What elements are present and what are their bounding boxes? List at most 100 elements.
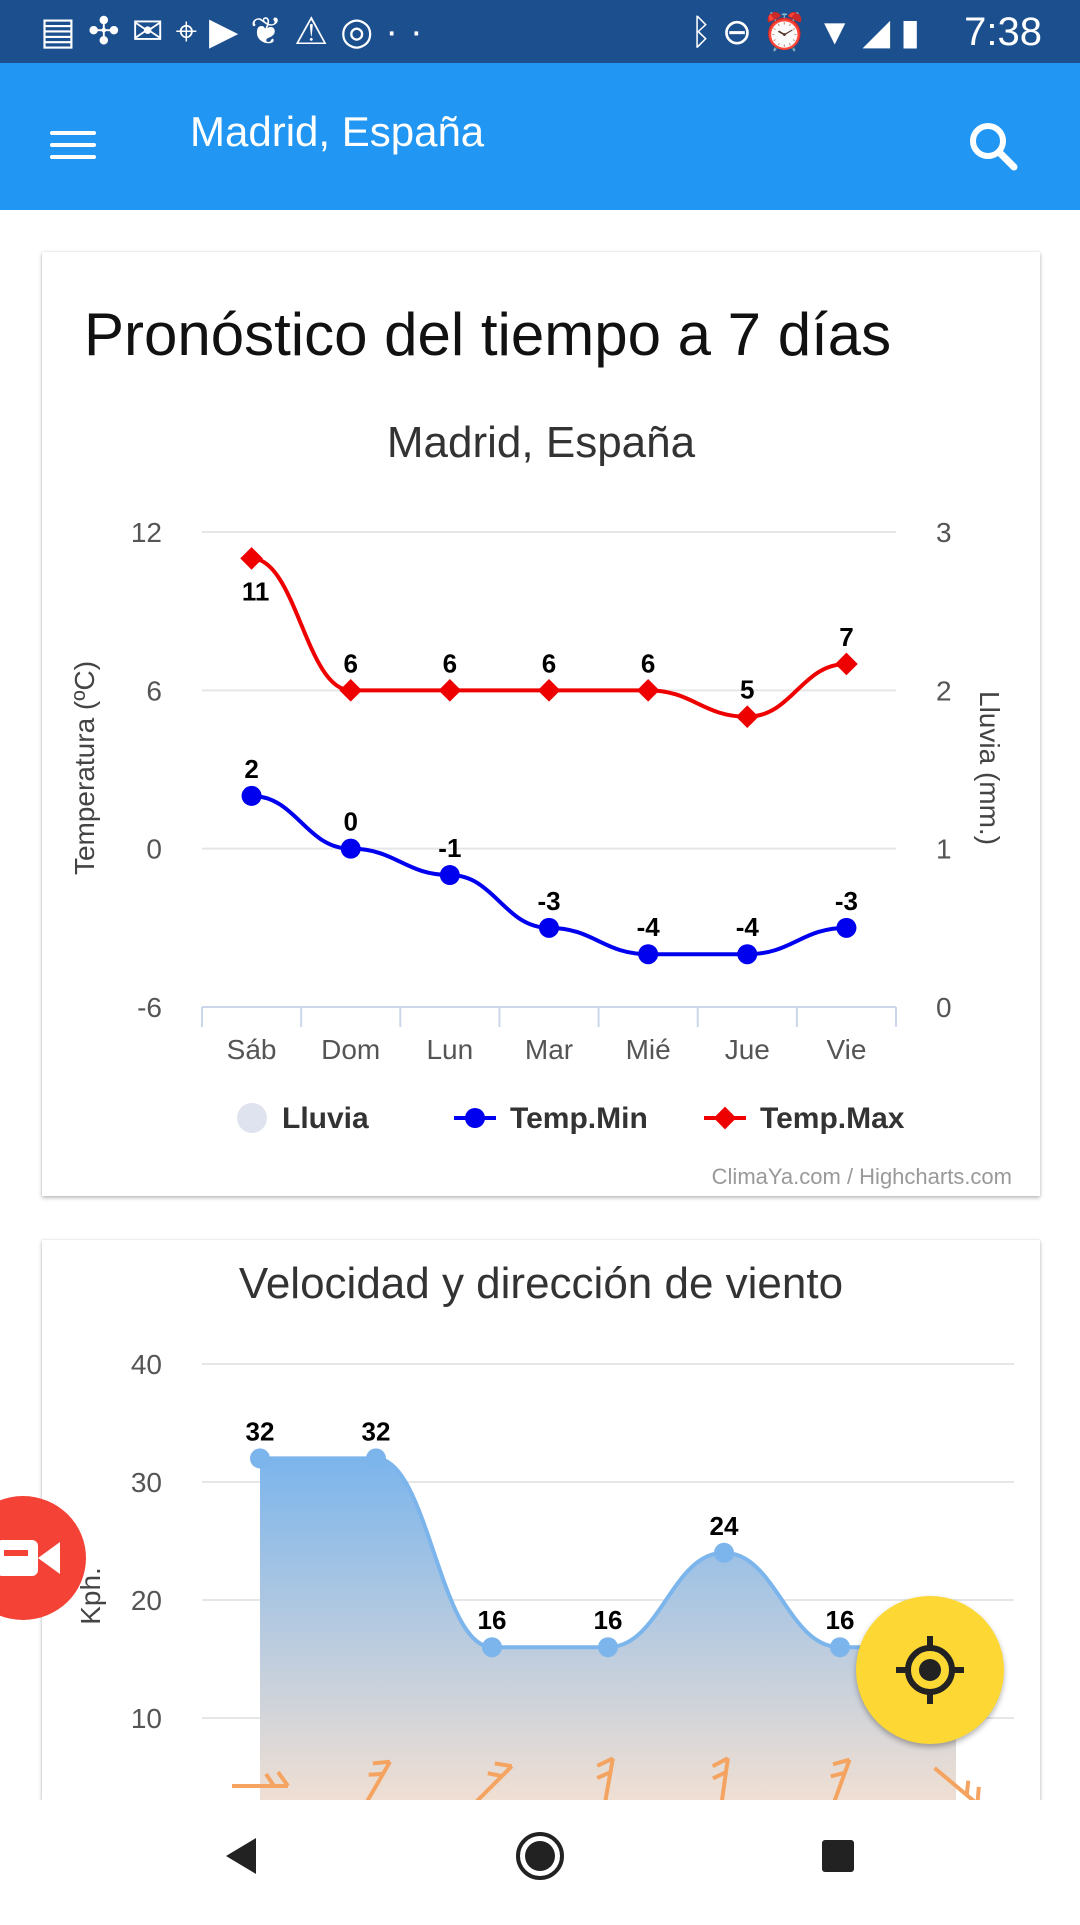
battery-icon: ▮ xyxy=(900,11,930,52)
legend-item-temp-max[interactable]: Temp.Max xyxy=(704,1102,905,1135)
data-label: 7 xyxy=(839,622,853,652)
recents-button[interactable] xyxy=(822,1840,854,1872)
wind-barb xyxy=(933,1766,981,1800)
y-tick-label: 40 xyxy=(131,1349,162,1380)
chart-title: Madrid, España xyxy=(387,418,696,467)
legend-label: Temp.Min xyxy=(510,1102,648,1135)
legend-label: Lluvia xyxy=(282,1102,369,1135)
data-label: 11 xyxy=(242,576,269,606)
wind-chart: Velocidad y dirección de viento 40 30 20 10… xyxy=(75,1259,1014,1800)
wind-barb xyxy=(828,1757,852,1800)
data-point[interactable] xyxy=(598,1637,618,1658)
data-point[interactable] xyxy=(439,865,460,886)
wind-barb xyxy=(470,1761,514,1800)
data-point[interactable] xyxy=(366,1448,386,1469)
app-title: Madrid, España xyxy=(190,108,485,155)
signal-icon: ◢ xyxy=(862,11,901,52)
y-tick-label: 10 xyxy=(131,1703,162,1734)
y-right-tick-label: 3 xyxy=(936,517,952,548)
system-icons: ᛒ⊖⏰▼◢▮ xyxy=(690,8,930,56)
menu-icon xyxy=(50,131,96,135)
home-icon-inner xyxy=(525,1841,555,1871)
data-label: -4 xyxy=(637,912,661,942)
do-not-disturb-icon: ⊖ xyxy=(721,11,763,52)
data-point[interactable] xyxy=(830,1637,850,1658)
menu-icon-bar xyxy=(50,143,96,147)
y-right-tick-label: 1 xyxy=(936,834,952,865)
wind-barb xyxy=(596,1756,615,1800)
more-dots-icon: ·· xyxy=(385,11,435,53)
data-point[interactable] xyxy=(737,944,758,965)
data-label: 5 xyxy=(740,675,754,705)
data-point[interactable] xyxy=(537,679,561,702)
status-bar: ▤✣✉⌖▶❦⚠◎·· ᛒ⊖⏰▼◢▮ 7:38 xyxy=(0,0,1080,63)
y-axis-left-label: Temperatura (ºC) xyxy=(69,661,100,875)
data-label: 32 xyxy=(362,1416,391,1446)
my-location-button[interactable] xyxy=(856,1596,1004,1744)
data-label: 32 xyxy=(246,1416,275,1446)
video-record-button[interactable] xyxy=(0,1496,86,1620)
data-label: -1 xyxy=(438,833,461,863)
data-point[interactable] xyxy=(714,1542,734,1563)
chart-credit[interactable]: ClimaYa.com / Highcharts.com xyxy=(712,1164,1012,1189)
bluetooth-icon: ᛒ xyxy=(690,11,722,52)
data-point[interactable] xyxy=(241,785,262,806)
data-label: -3 xyxy=(835,886,858,916)
maps-icon: ⌖ xyxy=(175,11,209,53)
data-point[interactable] xyxy=(240,547,263,570)
data-point[interactable] xyxy=(539,917,559,938)
x-tick-label: Mié xyxy=(626,1034,671,1065)
forecast-card-title: Pronóstico del tiempo a 7 días xyxy=(84,301,892,368)
data-point[interactable] xyxy=(482,1637,502,1658)
navigation-bar xyxy=(0,1800,1080,1920)
legend-item-lluvia[interactable]: Lluvia xyxy=(237,1102,369,1135)
home-icon xyxy=(516,1832,564,1880)
wind-area xyxy=(260,1458,956,1800)
chart-series: 2 0 -1 -3 -4 -4 -3 11 6 6 6 6 5 7 xyxy=(240,547,858,965)
data-point[interactable] xyxy=(250,1448,270,1469)
data-point[interactable] xyxy=(340,838,361,859)
warning-icon: ⚠ xyxy=(294,11,341,53)
data-point[interactable] xyxy=(638,944,659,965)
x-tick-label: Lun xyxy=(426,1034,473,1065)
wind-barb xyxy=(360,1759,392,1800)
notification-icons: ▤✣✉⌖▶❦⚠◎·· xyxy=(40,8,435,56)
search-icon xyxy=(970,123,1018,171)
data-point[interactable] xyxy=(835,652,858,676)
status-time: 7:38 xyxy=(964,10,1042,54)
data-label: 6 xyxy=(542,648,556,678)
wifi-icon: ▼ xyxy=(816,11,863,52)
alarm-icon: ⏰ xyxy=(762,11,817,52)
twitter-icon: ❦ xyxy=(250,11,295,53)
search-button[interactable] xyxy=(964,117,1024,177)
pinwheel-icon: ✣ xyxy=(87,11,132,53)
chart-legend: Lluvia Temp.Min Temp.Max xyxy=(237,1102,905,1135)
legend-marker xyxy=(713,1106,737,1130)
y-tick-label: 0 xyxy=(146,834,162,865)
y-tick-label: 6 xyxy=(146,675,162,706)
back-button[interactable] xyxy=(226,1838,256,1874)
gmail-icon: ✉ xyxy=(131,11,176,53)
forecast-card: Pronóstico del tiempo a 7 días Madrid, E… xyxy=(42,252,1040,1196)
recents-icon xyxy=(822,1840,854,1872)
instagram-icon: ◎ xyxy=(340,11,386,53)
x-tick-label: Jue xyxy=(725,1034,770,1065)
home-button[interactable] xyxy=(516,1832,564,1880)
data-point[interactable] xyxy=(438,679,462,702)
wind-direction-symbols xyxy=(232,1756,981,1800)
x-tick-label: Vie xyxy=(826,1034,866,1065)
data-point[interactable] xyxy=(735,705,759,729)
y-tick-label: 20 xyxy=(131,1585,162,1616)
x-tick-label: Sáb xyxy=(227,1034,277,1065)
data-point[interactable] xyxy=(636,679,660,702)
x-tick-label: Dom xyxy=(321,1034,380,1065)
data-label: 6 xyxy=(443,648,457,678)
wind-barb xyxy=(711,1756,730,1800)
data-label: 2 xyxy=(244,754,258,784)
app-bar: Madrid, España xyxy=(0,63,1080,210)
data-point[interactable] xyxy=(339,679,363,702)
temperature-chart: Madrid, España 12 6 0 -6 3 2 1 0 Sáb Dom Lun Mar Mié… xyxy=(69,418,1012,1189)
menu-button[interactable] xyxy=(42,123,104,163)
data-point[interactable] xyxy=(836,917,857,938)
legend-item-temp-min[interactable]: Temp.Min xyxy=(454,1102,648,1135)
